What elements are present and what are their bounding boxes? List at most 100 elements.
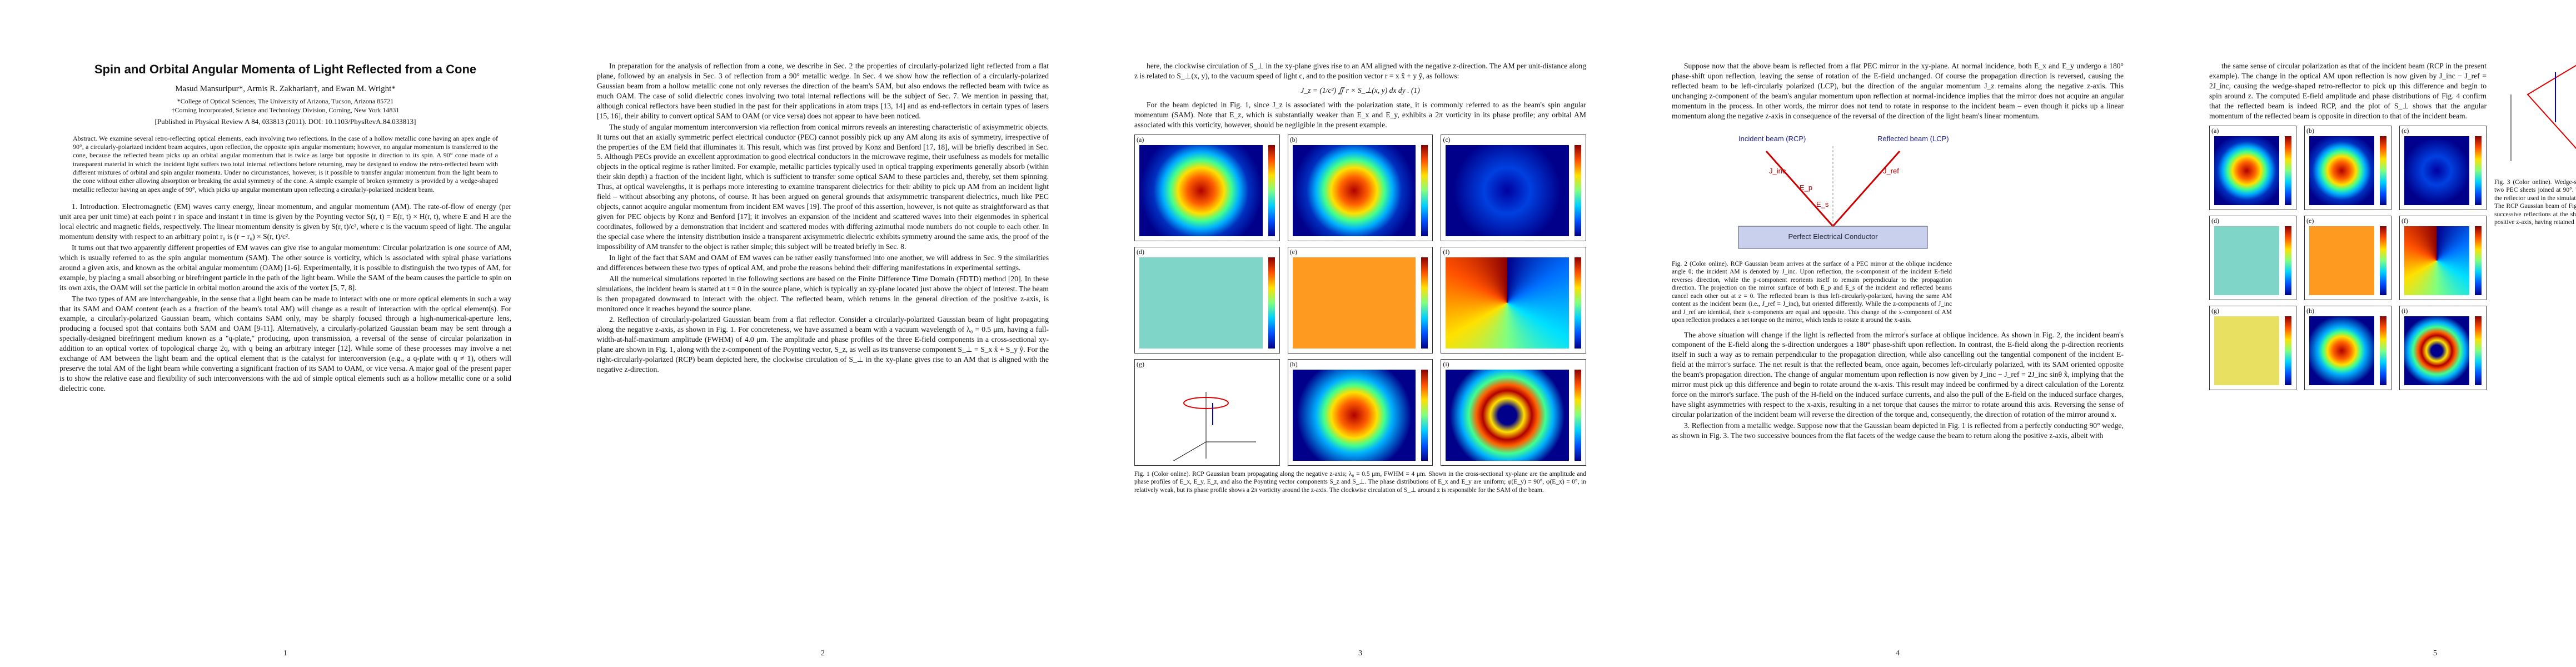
figure-panel: (b) bbox=[1287, 134, 1433, 241]
beam-ring bbox=[1183, 396, 1229, 409]
wedge-face bbox=[2527, 64, 2576, 150]
figure-panel: (g) bbox=[2209, 305, 2296, 390]
figure-panel: (f) bbox=[1441, 246, 1586, 354]
title: Spin and Orbital Angular Momenta of Ligh… bbox=[94, 62, 477, 76]
figure-3: Fig. 3 (Color online). Wedge-shaped retr… bbox=[2494, 61, 2576, 232]
page-body: here, the clockwise circulation of S_⊥ i… bbox=[1134, 61, 1586, 623]
page: here, the clockwise circulation of S_⊥ i… bbox=[1134, 0, 1586, 667]
colorbar bbox=[2380, 136, 2386, 205]
page-body: Suppose now that the above beam is refle… bbox=[1672, 61, 2124, 623]
eq: J_z = (1/c²) ∬ r × S_⊥(x, y) dx dy . (1) bbox=[1301, 86, 1420, 94]
panel-image bbox=[2404, 136, 2469, 205]
figure-panel: (i) bbox=[2399, 305, 2487, 390]
panel-image bbox=[2214, 226, 2279, 295]
colorbar bbox=[1574, 145, 1581, 236]
page: Fig. 3 (Color online). Wedge-shaped retr… bbox=[2209, 0, 2576, 667]
caption: Fig. 3 (Color online). Wedge-shaped retr… bbox=[2494, 178, 2576, 226]
colorbar bbox=[1421, 145, 1428, 236]
panel-label: (a) bbox=[1137, 135, 1144, 143]
paragraph: The study of angular momentum interconve… bbox=[597, 122, 1049, 251]
paragraph: In light of the fact that SAM and OAM of… bbox=[597, 253, 1049, 272]
panel-image bbox=[1139, 145, 1263, 236]
paragraph: Suppose now that the above beam is refle… bbox=[1672, 62, 2124, 120]
authors: Masud Mansuripur*, Armis R. Zakharian†, … bbox=[175, 84, 396, 94]
figure-panel: (f) bbox=[2399, 215, 2487, 300]
diagram-label: E_p bbox=[1800, 183, 1812, 192]
wedge-sketch bbox=[2510, 64, 2576, 161]
incident-ray bbox=[1765, 150, 1834, 227]
panel-image bbox=[1446, 257, 1569, 349]
colorbar bbox=[2380, 226, 2386, 295]
panel-image bbox=[2214, 316, 2279, 385]
figure-panel: (c) bbox=[2399, 125, 2487, 210]
page: Spin and Orbital Angular Momenta of Ligh… bbox=[59, 0, 511, 667]
paragraph: For the beam depicted in Fig. 1, since J… bbox=[1134, 100, 1586, 129]
axes-sketch bbox=[1172, 391, 1256, 462]
panel-label: (e) bbox=[2306, 216, 2314, 225]
figure-panel: (h) bbox=[2304, 305, 2391, 390]
paragraph: here, the clockwise circulation of S_⊥ i… bbox=[1134, 62, 1586, 80]
page-number: 1 bbox=[283, 649, 287, 658]
colorbar bbox=[2475, 226, 2482, 295]
paragraph: 3. Reflection from a metallic wedge. Sup… bbox=[1672, 421, 2124, 440]
panel-image bbox=[1292, 369, 1416, 461]
paragraph: 2. Reflection of circularly-polarized Ga… bbox=[597, 315, 1049, 374]
panel-image bbox=[1446, 145, 1569, 236]
figure-2: Incident beam (RCP) Reflected beam (LCP) J… bbox=[1738, 135, 1949, 249]
figure-panel: (c) bbox=[1441, 134, 1586, 241]
figure: (a) (b) (c) (d) (e) (f) (g) (h) (i) bbox=[1134, 134, 1586, 466]
figure-panel: (d) bbox=[2209, 215, 2296, 300]
abstract: Abstract. We examine several retro-refle… bbox=[73, 134, 498, 193]
panel-label: (d) bbox=[1137, 247, 1144, 256]
diagram-label: J_inc bbox=[1769, 167, 1786, 175]
panel-image bbox=[2309, 136, 2374, 205]
colorbar bbox=[2475, 316, 2482, 385]
panel-image bbox=[2309, 226, 2374, 295]
page: Suppose now that the above beam is refle… bbox=[1672, 0, 2124, 667]
figure-panel: (d) bbox=[1134, 246, 1280, 354]
panel-image bbox=[2404, 316, 2469, 385]
colorbar bbox=[2380, 316, 2386, 385]
reflected-ray bbox=[1832, 150, 1901, 227]
figure-panel: (a) bbox=[2209, 125, 2296, 210]
paragraph: In preparation for the analysis of refle… bbox=[597, 62, 1049, 120]
paragraph: 1. Introduction. Electromagnetic (EM) wa… bbox=[59, 202, 511, 241]
figure-panel: (e) bbox=[2304, 215, 2391, 300]
panel-label: (b) bbox=[2306, 126, 2314, 135]
figure-panel: (i) bbox=[1441, 359, 1586, 466]
panel-label: (d) bbox=[2211, 216, 2219, 225]
colorbar bbox=[2285, 316, 2291, 385]
panel-image bbox=[2309, 316, 2374, 385]
paragraph: The above situation will change if the l… bbox=[1672, 330, 2124, 419]
panel-image bbox=[1292, 145, 1416, 236]
panel-image bbox=[1139, 370, 1263, 462]
panel-label: (i) bbox=[1443, 360, 1449, 368]
page-body: Spin and Orbital Angular Momenta of Ligh… bbox=[59, 61, 511, 623]
page-body: In preparation for the analysis of refle… bbox=[597, 61, 1049, 623]
paragraph: All the numerical simulations reported i… bbox=[597, 274, 1049, 313]
diagram-label: J_ref bbox=[1883, 167, 1899, 175]
pub: [Published in Physical Review A 84, 0338… bbox=[155, 117, 416, 126]
colorbar bbox=[1268, 257, 1275, 349]
colorbar bbox=[1421, 257, 1428, 349]
panel-label: (g) bbox=[1137, 360, 1144, 368]
panel-image bbox=[1292, 257, 1416, 349]
paragraph: It turns out that two apparently differe… bbox=[59, 243, 511, 292]
page: In preparation for the analysis of refle… bbox=[597, 0, 1049, 667]
diagram-label: Perfect Electrical Conductor bbox=[1788, 232, 1878, 241]
panel-image bbox=[1139, 257, 1263, 349]
colorbar bbox=[1574, 257, 1581, 349]
conductor bbox=[1738, 226, 1928, 249]
affil: *College of Optical Sciences, The Univer… bbox=[177, 97, 394, 105]
panel-label: (g) bbox=[2211, 306, 2219, 315]
diagram-label: Incident beam (RCP) bbox=[1738, 135, 1806, 143]
figure-panel: (b) bbox=[2304, 125, 2391, 210]
panel-label: (f) bbox=[2401, 216, 2408, 225]
panel-label: (i) bbox=[2401, 306, 2408, 315]
panel-label: (c) bbox=[2401, 126, 2409, 135]
panel-image bbox=[1446, 369, 1569, 461]
figure-panel: (h) bbox=[1287, 359, 1433, 466]
affil: †Corning Incorporated, Science and Techn… bbox=[171, 106, 400, 114]
panel-label: (c) bbox=[1443, 135, 1451, 143]
